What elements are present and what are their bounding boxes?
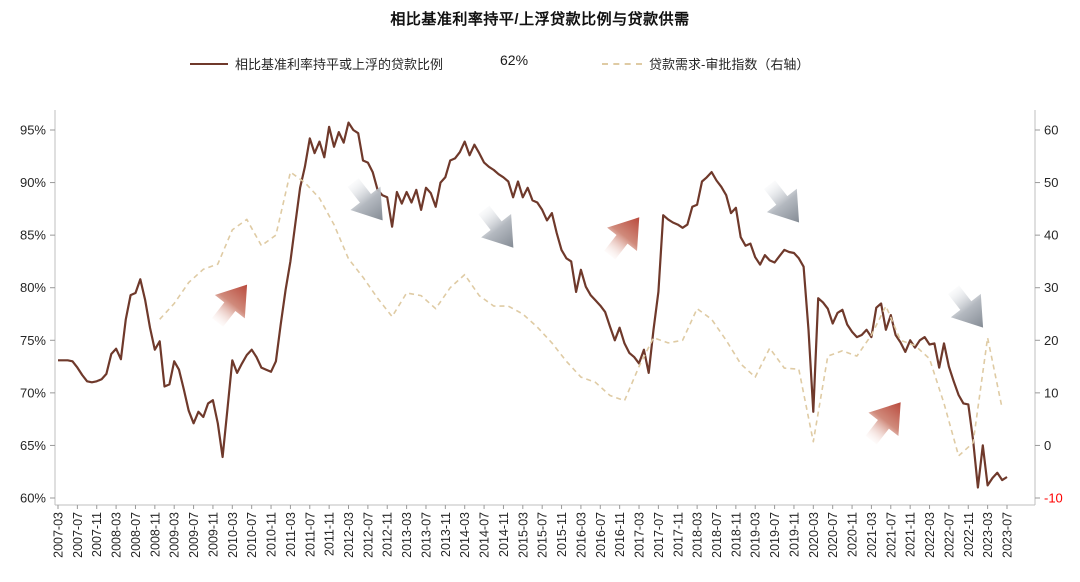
x-axis-tick-label: 2012-07 [361, 512, 375, 558]
up-trend-arrow-icon [212, 284, 248, 327]
x-axis-tick-label: 2016-03 [574, 512, 588, 558]
left-axis-tick-label: 70% [20, 385, 46, 400]
x-axis-tick-label: 2010-07 [245, 512, 259, 558]
left-axis-tick-label: 60% [20, 491, 46, 506]
x-axis-tick-label: 2017-11 [671, 512, 685, 557]
x-axis-tick-label: 2013-03 [400, 512, 414, 558]
down-trend-arrow-icon [948, 285, 984, 328]
x-axis-tick-label: 2015-07 [536, 512, 550, 558]
x-axis-tick-label: 2012-03 [342, 512, 356, 558]
x-axis-tick-label: 2012-11 [381, 512, 395, 557]
legend-label-loan-ratio: 相比基准利率持平或上浮的贷款比例 [235, 57, 444, 72]
chart-title: 相比基准利率持平/上浮贷款比例与贷款供需 [390, 11, 690, 28]
x-axis-tick-label: 2020-03 [807, 512, 821, 558]
x-axis-tick-label: 2023-07 [1000, 512, 1014, 558]
x-axis-tick-label: 2011-11 [323, 512, 337, 556]
x-axis-tick-label: 2018-11 [729, 512, 743, 557]
x-axis-tick-label: 2015-03 [516, 512, 530, 558]
x-axis-tick-label: 2021-07 [884, 512, 898, 558]
x-axis-tick-label: 2016-11 [613, 512, 627, 557]
right-axis-tick-label: 0 [1044, 438, 1051, 453]
right-axis-tick-label: 30 [1044, 280, 1058, 295]
x-axis-tick-label: 2011-03 [284, 512, 298, 557]
axes: 60% 65% 70% 75% 80% 85% 90% 95% -10 0 10 20 30 40 50 60… [20, 110, 1063, 558]
x-axis-tick-label: 2007-07 [71, 512, 85, 558]
x-axis-tick-label: 2013-11 [439, 512, 453, 557]
x-axis-tick-label: 2019-11 [787, 512, 801, 557]
down-trend-arrow-icon [764, 180, 800, 223]
x-axis-tick-label: 2014-11 [497, 512, 511, 557]
right-axis-tick-label: 20 [1044, 333, 1058, 348]
left-axis-tick-label: 80% [20, 280, 46, 295]
x-axis-tick-label: 2017-03 [633, 512, 647, 558]
x-axis-tick-label: 2020-07 [826, 512, 840, 558]
right-axis-tick-label: 10 [1044, 385, 1058, 400]
x-axis-tick-label: 2009-03 [168, 512, 182, 558]
up-trend-arrow-icon [865, 402, 901, 445]
legend-item-loan-ratio: 相比基准利率持平或上浮的贷款比例 [190, 54, 443, 73]
x-axis-tick-label: 2009-11 [206, 512, 220, 557]
x-axis-tick-label: 2018-03 [691, 512, 705, 558]
x-axis-tick-label: 2010-03 [226, 512, 240, 558]
left-axis-tick-label: 85% [20, 228, 46, 243]
left-axis-tick-label: 65% [20, 438, 46, 453]
x-axis-tick-label: 2018-07 [710, 512, 724, 558]
x-axis-tick-label: 2009-07 [187, 512, 201, 558]
up-trend-arrow-icon [604, 217, 640, 260]
x-axis-tick-label: 2008-07 [129, 512, 143, 558]
x-axis-tick-label: 2014-07 [478, 512, 492, 558]
x-axis-tick-label: 2021-03 [865, 512, 879, 558]
right-axis-tick-label: -10 [1044, 491, 1063, 506]
x-axis-tick-label: 2010-11 [265, 512, 279, 557]
right-axis-tick-label: 40 [1044, 228, 1058, 243]
trend-arrow-annotations [212, 178, 984, 445]
loan-ratio-line [58, 121, 1008, 489]
left-axis-tick-label: 95% [20, 123, 46, 138]
series-lines [58, 121, 1008, 489]
x-axis-tick-label: 2021-11 [904, 512, 918, 557]
x-axis-tick-label: 2020-11 [846, 512, 860, 557]
x-axis-tick-label: 2023-03 [981, 512, 995, 558]
down-trend-arrow-icon [347, 178, 383, 221]
x-axis-tick-label: 2022-03 [923, 512, 937, 558]
x-axis-tick-label: 2019-03 [749, 512, 763, 558]
x-axis-tick-label: 2008-11 [148, 512, 162, 557]
right-axis-tick-label: 60 [1044, 123, 1058, 138]
left-axis-tick-label: 90% [20, 175, 46, 190]
latest-value-label: 62% [500, 52, 529, 68]
down-trend-arrow-icon [478, 205, 514, 248]
legend-label-loan-demand: 贷款需求-审批指数（右轴） [649, 57, 810, 72]
loan-demand-approval-line [159, 171, 1003, 457]
x-axis-tick-label: 2016-07 [594, 512, 608, 558]
x-axis-tick-label: 2019-07 [768, 512, 782, 558]
legend-item-loan-demand: 贷款需求-审批指数（右轴） [602, 54, 809, 73]
x-axis-tick-label: 2022-11 [962, 512, 976, 557]
x-axis-tick-label: 2013-07 [419, 512, 433, 558]
x-axis-tick-label: 2008-03 [110, 512, 124, 558]
x-axis-tick-label: 2007-11 [90, 512, 104, 557]
x-axis-tick-label: 2007-03 [52, 512, 66, 558]
x-axis-tick-label: 2017-07 [652, 512, 666, 558]
right-axis-tick-label: 50 [1044, 175, 1058, 190]
dashed-line-legend-icon [602, 62, 642, 65]
x-axis-tick-label: 2015-11 [555, 512, 569, 557]
solid-line-legend-icon [190, 62, 228, 65]
left-axis-tick-label: 75% [20, 333, 46, 348]
x-axis-tick-label: 2022-07 [942, 512, 956, 558]
x-axis-tick-label: 2014-03 [458, 512, 472, 558]
x-axis-tick-label: 2011-07 [303, 512, 317, 557]
